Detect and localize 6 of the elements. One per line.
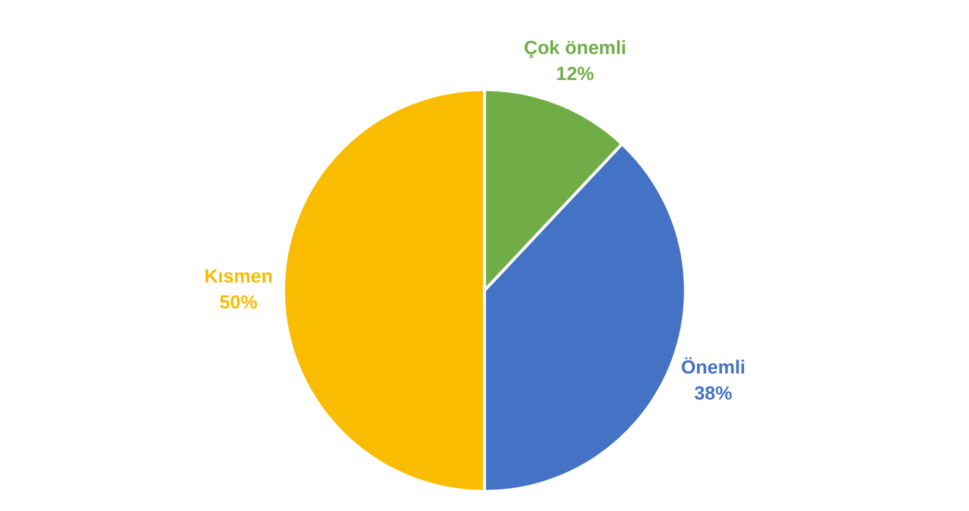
data-label: 38% (694, 383, 732, 404)
slice-label: Önemli (681, 356, 746, 378)
data-label: 12% (556, 64, 594, 86)
data-label: 50% (219, 292, 258, 314)
slice-label: Kısmen (204, 266, 273, 288)
slice-label: Çok önemli (524, 38, 626, 60)
